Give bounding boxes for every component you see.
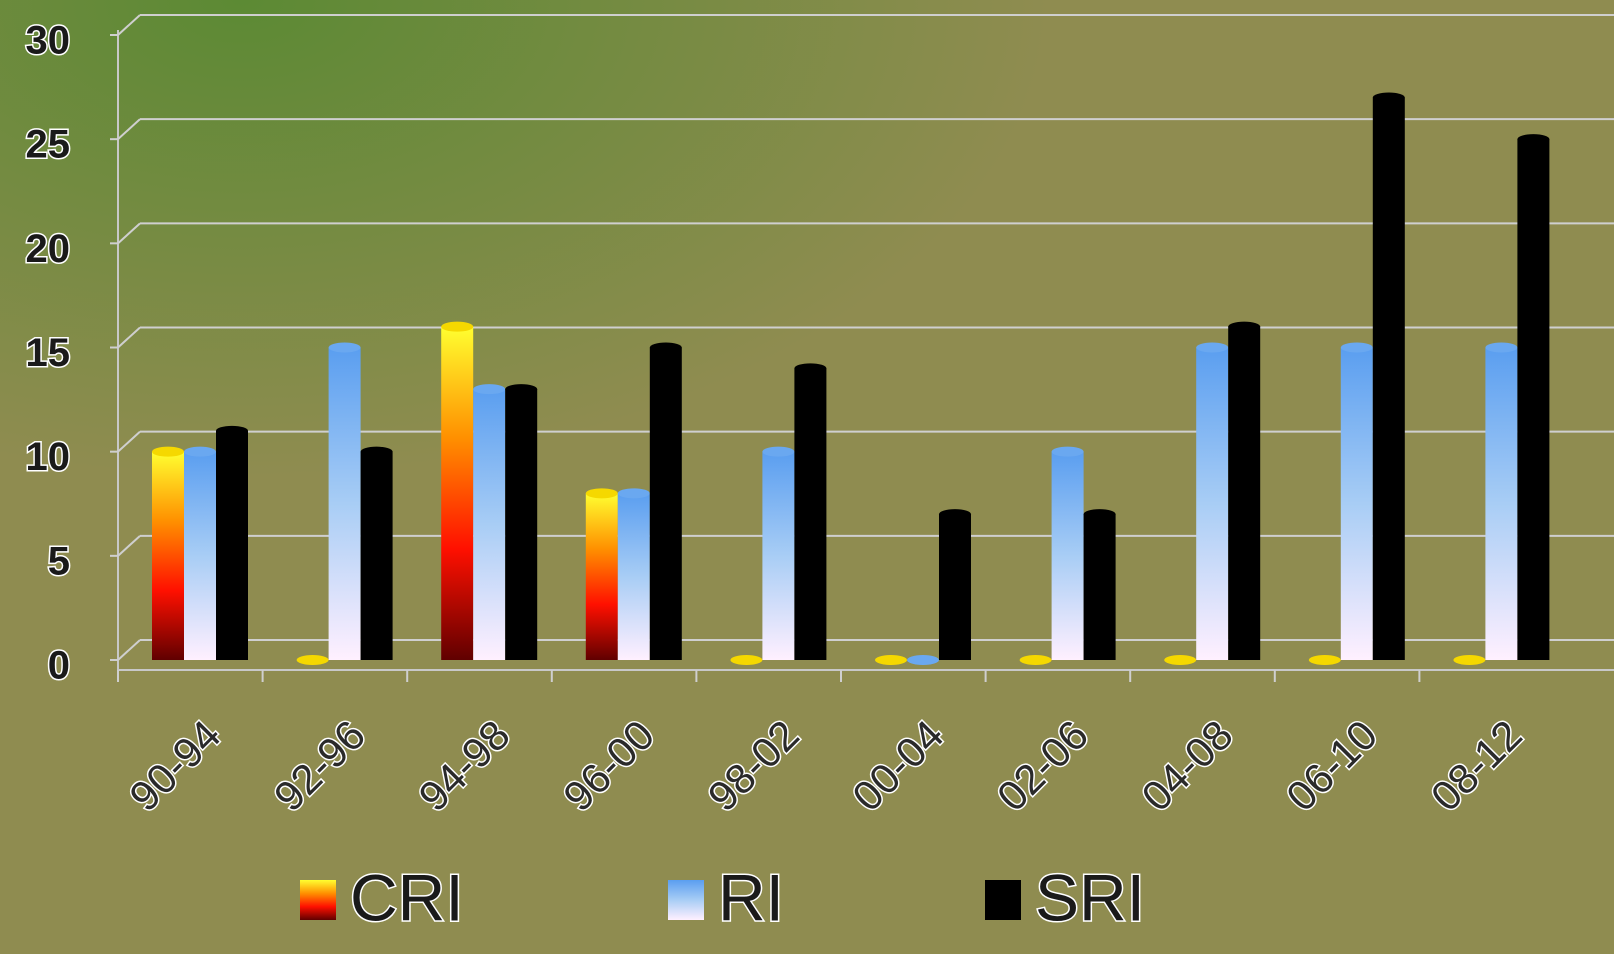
legend-swatch bbox=[985, 880, 1021, 920]
bar-cap bbox=[907, 655, 939, 665]
bar-cap bbox=[794, 363, 827, 374]
grid-line-side bbox=[117, 326, 141, 349]
bar-cap bbox=[216, 425, 248, 436]
legend-swatch bbox=[668, 880, 704, 920]
bar bbox=[473, 389, 506, 660]
bar bbox=[328, 347, 361, 660]
bar bbox=[152, 451, 184, 660]
bar bbox=[617, 493, 650, 660]
legend-label: CRI bbox=[350, 860, 464, 934]
bar-cap bbox=[1164, 655, 1197, 665]
y-tick-label: 0 bbox=[48, 644, 70, 688]
bar-cap bbox=[328, 342, 361, 353]
bar-cap bbox=[617, 488, 650, 499]
y-tick-label: 25 bbox=[26, 123, 71, 167]
bar-cap bbox=[1228, 321, 1261, 332]
bar bbox=[762, 451, 795, 660]
grid-line-side bbox=[117, 222, 141, 245]
y-tick-label: 5 bbox=[48, 539, 70, 583]
grid-line-side bbox=[117, 14, 141, 36]
bar-cap bbox=[1340, 342, 1373, 353]
legend-label: SRI bbox=[1035, 860, 1145, 934]
y-tick-label: 30 bbox=[26, 19, 71, 63]
bar-cap bbox=[1517, 134, 1550, 145]
bar bbox=[216, 430, 248, 660]
bar-cap bbox=[939, 509, 971, 520]
y-tick-label: 10 bbox=[26, 435, 71, 479]
grid-line-side bbox=[117, 118, 141, 140]
bar bbox=[1340, 347, 1373, 660]
bar-cap bbox=[184, 446, 216, 457]
bar bbox=[585, 493, 618, 660]
grid-line-side bbox=[117, 535, 141, 557]
bar bbox=[1517, 139, 1550, 660]
bar-cap bbox=[762, 446, 795, 457]
bar-cap bbox=[473, 384, 506, 395]
bar bbox=[1228, 326, 1261, 660]
grid-line-side bbox=[117, 639, 141, 661]
y-tick-label: 15 bbox=[26, 331, 71, 375]
bar-cap bbox=[730, 655, 763, 665]
bar-cap bbox=[1196, 342, 1229, 353]
legend-label: RI bbox=[718, 860, 784, 934]
grid-line-side bbox=[117, 430, 141, 453]
bar-cap bbox=[1051, 446, 1084, 457]
bar-cap bbox=[649, 342, 682, 353]
bar-cap bbox=[441, 321, 474, 332]
bar bbox=[1051, 451, 1084, 660]
bar-cap bbox=[296, 655, 329, 665]
bar bbox=[1196, 347, 1229, 660]
bar-cap bbox=[1019, 655, 1052, 665]
bar bbox=[939, 514, 971, 660]
bar bbox=[360, 451, 393, 660]
legend-swatch bbox=[300, 880, 336, 920]
bar-cap bbox=[585, 488, 618, 499]
bar bbox=[1372, 97, 1405, 660]
bar-cap bbox=[875, 655, 907, 665]
bar bbox=[649, 347, 682, 660]
bar bbox=[441, 326, 474, 660]
bar bbox=[505, 389, 538, 660]
bar-cap bbox=[1083, 509, 1116, 520]
bar bbox=[1485, 347, 1518, 660]
bar bbox=[184, 451, 216, 660]
bar-cap bbox=[152, 446, 184, 457]
bar-cap bbox=[1372, 92, 1405, 103]
y-tick-label: 20 bbox=[26, 227, 71, 271]
bar-cap bbox=[505, 384, 538, 395]
bar-cap bbox=[1308, 655, 1341, 665]
bar bbox=[1083, 514, 1116, 660]
bar-cap bbox=[360, 446, 393, 457]
bar-cap bbox=[1485, 342, 1518, 353]
bar bbox=[794, 368, 827, 660]
bar-cap bbox=[1453, 655, 1486, 665]
